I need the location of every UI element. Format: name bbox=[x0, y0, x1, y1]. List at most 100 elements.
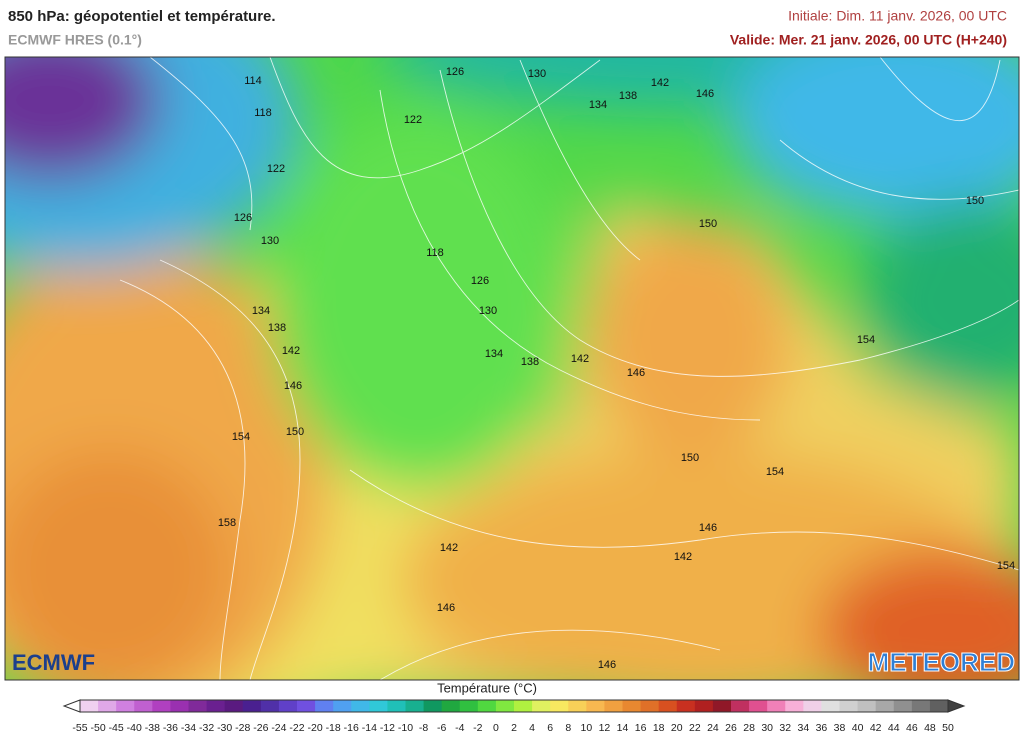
contour-label: 138 bbox=[619, 90, 637, 102]
colorbar-label: 28 bbox=[743, 722, 755, 734]
colorbar-segment bbox=[495, 700, 515, 712]
colorbar-frame bbox=[79, 699, 949, 713]
colorbar-segment bbox=[134, 700, 153, 712]
colorbar-segment bbox=[875, 700, 895, 712]
contour-label: 146 bbox=[696, 88, 714, 100]
colorbar-label: -10 bbox=[398, 722, 413, 734]
contour-label: 150 bbox=[699, 218, 717, 230]
contour-label: 142 bbox=[571, 353, 589, 365]
colorbar-label: -20 bbox=[307, 722, 322, 734]
colorbar-label: -22 bbox=[289, 722, 304, 734]
colorbar-label: -36 bbox=[163, 722, 178, 734]
initial-time: Initiale: Dim. 11 janv. 2026, 00 UTC bbox=[788, 8, 1007, 24]
colorbar-segment bbox=[712, 700, 732, 712]
colorbar-label: -26 bbox=[253, 722, 268, 734]
colorbar-segment bbox=[405, 700, 425, 712]
colorbar-label: 36 bbox=[816, 722, 828, 734]
contour-label: 134 bbox=[589, 99, 607, 111]
colorbar-label: -32 bbox=[199, 722, 214, 734]
colorbar-segment bbox=[658, 700, 678, 712]
colorbar-segment bbox=[586, 700, 605, 712]
colorbar-label: 38 bbox=[834, 722, 846, 734]
colorbar-label: 26 bbox=[725, 722, 737, 734]
colorbar-label: -14 bbox=[362, 722, 377, 734]
contour-label: 126 bbox=[471, 275, 489, 287]
contour-label: 154 bbox=[766, 466, 784, 478]
logo-meteored: METEORED bbox=[868, 647, 1015, 677]
colorbar-segment bbox=[857, 700, 877, 712]
colorbar-label: -50 bbox=[90, 722, 105, 734]
contour-label: 114 bbox=[244, 75, 262, 87]
colorbar-label: 4 bbox=[529, 722, 535, 734]
contour-label: 150 bbox=[966, 195, 984, 207]
colorbar-label: 48 bbox=[924, 722, 936, 734]
colorbar-segment bbox=[929, 700, 949, 712]
colorbar-segment bbox=[821, 700, 840, 712]
colorbar-segment bbox=[749, 700, 768, 712]
colorbar-segment bbox=[152, 700, 171, 712]
contour-label: 142 bbox=[282, 345, 300, 357]
colorbar-segment bbox=[297, 700, 316, 712]
colorbar-segment bbox=[893, 700, 913, 712]
colorbar-segment bbox=[640, 700, 660, 712]
colorbar-segment bbox=[550, 700, 569, 712]
colorbar-segment bbox=[532, 700, 551, 712]
contour-label: 126 bbox=[234, 212, 252, 224]
colorbar-label: 8 bbox=[565, 722, 571, 734]
model-name: ECMWF HRES (0.1°) bbox=[8, 32, 142, 48]
colorbar-segment bbox=[676, 700, 696, 712]
colorbar-label: 22 bbox=[689, 722, 701, 734]
logo-ecmwf: ECMWF bbox=[12, 650, 95, 675]
colorbar-segment bbox=[387, 700, 406, 712]
colorbar-segment bbox=[333, 700, 352, 712]
colorbar-segment bbox=[477, 700, 497, 712]
colorbar-segment bbox=[731, 700, 750, 712]
colorbar-segment bbox=[98, 700, 117, 712]
colorbar-segment bbox=[206, 700, 226, 712]
contour-label: 150 bbox=[286, 426, 304, 438]
colorbar-label: 18 bbox=[653, 722, 665, 734]
colorbar-label: 32 bbox=[779, 722, 791, 734]
colorbar-segment bbox=[441, 700, 461, 712]
colorbar-segment bbox=[170, 700, 189, 712]
colorbar-label: -28 bbox=[235, 722, 250, 734]
colorbar-label: 16 bbox=[635, 722, 647, 734]
colorbar-segment bbox=[242, 700, 262, 712]
colorbar-label: -2 bbox=[473, 722, 482, 734]
colorbar-segment bbox=[514, 700, 533, 712]
colorbar-label: -16 bbox=[344, 722, 359, 734]
contour-label: 146 bbox=[699, 522, 717, 534]
valid-time: Valide: Mer. 21 janv. 2026, 00 UTC (H+24… bbox=[730, 32, 1007, 48]
colorbar-label: -18 bbox=[326, 722, 341, 734]
colorbar-label: 12 bbox=[599, 722, 611, 734]
colorbar-label: -4 bbox=[455, 722, 464, 734]
contour-label: 150 bbox=[681, 452, 699, 464]
colorbar-label: -6 bbox=[437, 722, 446, 734]
colorbar-segment bbox=[459, 700, 479, 712]
colorbar-segment bbox=[116, 700, 135, 712]
colorbar-label: -45 bbox=[109, 722, 124, 734]
colorbar-segment bbox=[568, 700, 587, 712]
contour-label: 146 bbox=[627, 367, 645, 379]
colorbar-segment bbox=[423, 700, 443, 712]
colorbar-segment bbox=[260, 700, 280, 712]
colorbar-label: 44 bbox=[888, 722, 900, 734]
colorbar-label: 24 bbox=[707, 722, 719, 734]
contour-label: 138 bbox=[268, 322, 286, 334]
colorbar-label: -55 bbox=[72, 722, 87, 734]
contour-label: 130 bbox=[261, 235, 279, 247]
contour-label: 118 bbox=[426, 247, 444, 259]
colorbar-segment bbox=[803, 700, 822, 712]
contour-label: 142 bbox=[440, 542, 458, 554]
colorbar-label: 0 bbox=[493, 722, 499, 734]
contour-label: 118 bbox=[254, 107, 272, 119]
colorbar-label: 10 bbox=[580, 722, 592, 734]
contour-label: 154 bbox=[232, 431, 250, 443]
contour-label: 146 bbox=[284, 380, 302, 392]
colorbar-label: -8 bbox=[419, 722, 428, 734]
colorbar-segment bbox=[694, 700, 714, 712]
colorbar-under bbox=[62, 699, 81, 713]
contour-label: 142 bbox=[674, 551, 692, 563]
colorbar-label: 50 bbox=[942, 722, 954, 734]
